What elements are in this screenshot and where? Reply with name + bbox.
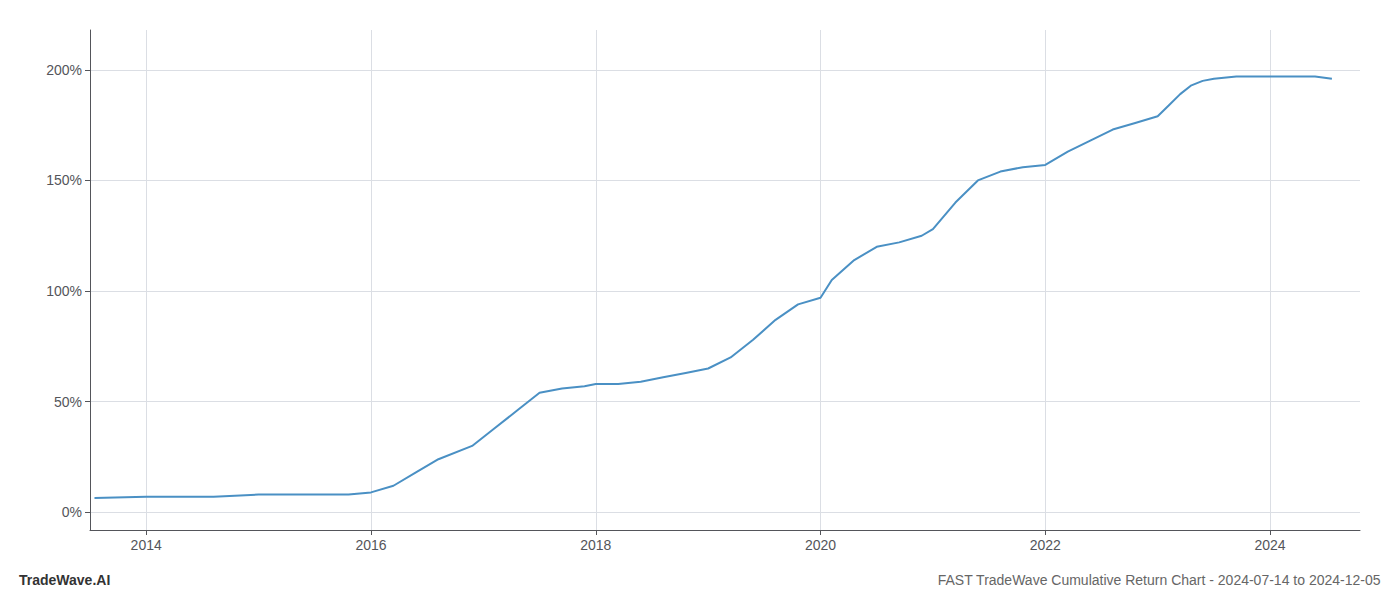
svg-text:150%: 150%	[46, 172, 82, 188]
svg-text:0%: 0%	[62, 504, 82, 520]
svg-text:2018: 2018	[580, 537, 611, 553]
svg-text:FAST TradeWave Cumulative Retu: FAST TradeWave Cumulative Return Chart -…	[938, 572, 1381, 588]
svg-text:200%: 200%	[46, 62, 82, 78]
svg-text:2022: 2022	[1030, 537, 1061, 553]
svg-text:2014: 2014	[131, 537, 162, 553]
svg-text:50%: 50%	[54, 394, 82, 410]
svg-text:2024: 2024	[1255, 537, 1286, 553]
svg-text:2016: 2016	[355, 537, 386, 553]
svg-text:100%: 100%	[46, 283, 82, 299]
svg-text:2020: 2020	[805, 537, 836, 553]
svg-text:TradeWave.AI: TradeWave.AI	[19, 572, 110, 588]
